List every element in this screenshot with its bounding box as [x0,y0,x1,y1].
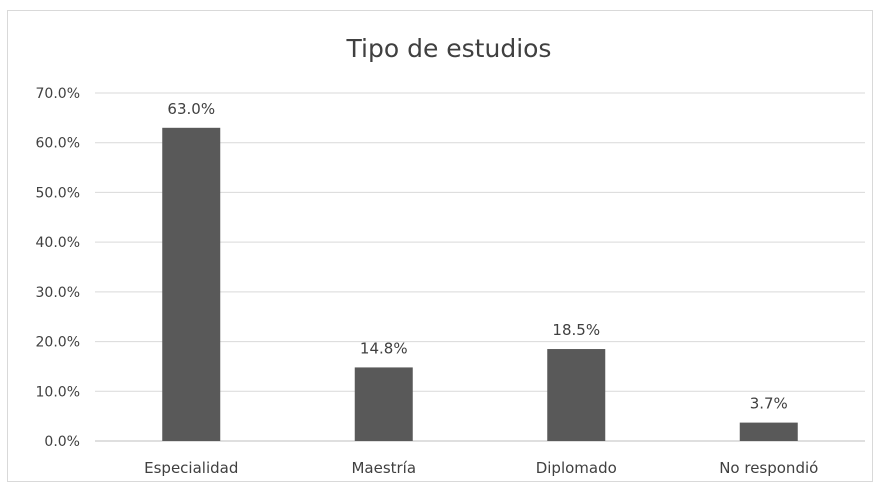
category-label: Diplomado [536,459,617,477]
category-label: No respondió [719,459,818,477]
category-label: Especialidad [144,459,238,477]
bar [354,367,413,441]
bar [739,422,798,441]
bar [547,349,606,441]
y-tick-label: 60.0% [36,136,80,152]
category-label: Maestría [351,459,416,477]
x-axis-category-labels: Especialidad Maestría Diplomado No respondi… [144,459,818,477]
y-tick-label: 20.0% [36,335,80,351]
y-tick-label: 50.0% [36,185,80,201]
y-axis-tick-labels: 0.0% 10.0% 20.0% 30.0% 40.0% 50.0% 60.0% 70.0% [36,86,80,450]
y-tick-label: 0.0% [44,434,80,450]
gridlines [95,92,865,442]
y-tick-label: 30.0% [36,285,80,301]
data-label: 63.0% [167,100,215,118]
y-tick-label: 40.0% [36,235,80,251]
data-label: 3.7% [750,395,788,413]
y-tick-label: 70.0% [36,86,80,102]
bar [162,127,221,442]
chart-title: Tipo de estudios [346,34,552,63]
data-label: 14.8% [360,339,408,357]
y-tick-label: 10.0% [36,384,80,400]
chart-frame [7,10,873,482]
data-labels: 63.0% 14.8% 18.5% 3.7% [167,100,787,413]
bars [162,127,798,442]
data-label: 18.5% [552,321,600,339]
